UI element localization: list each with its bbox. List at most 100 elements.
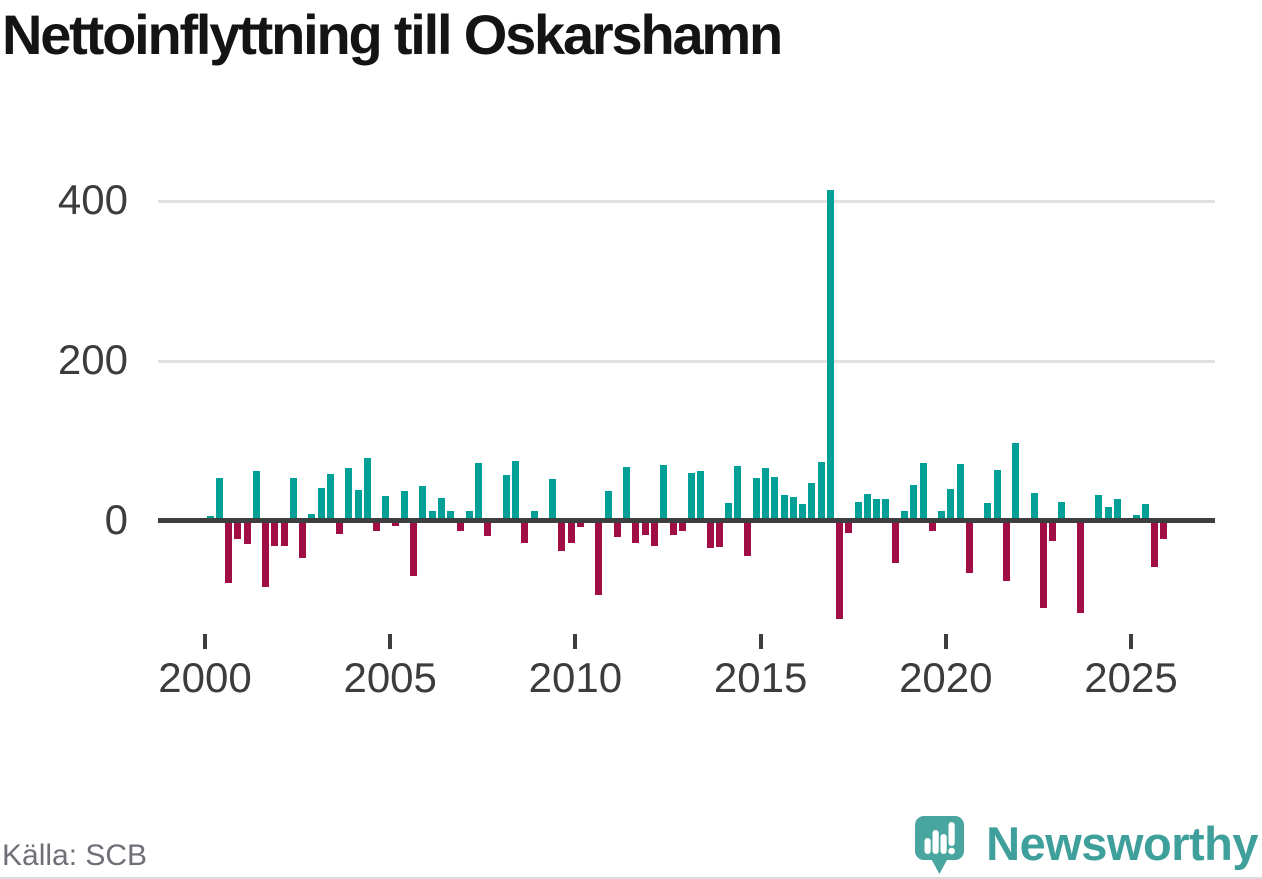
bar-2014Q4: [752, 477, 760, 521]
bar-2018Q1: [873, 499, 881, 521]
bar-2005Q2: [400, 491, 408, 521]
bar-2025Q2: [1141, 504, 1149, 521]
bar-2019Q3: [928, 521, 936, 532]
bar-2021Q4: [1012, 442, 1020, 521]
bar-2005Q1: [391, 521, 399, 526]
bar-2013Q2: [697, 471, 705, 521]
bar-2021Q2: [993, 469, 1001, 521]
bar-2007Q3: [484, 521, 492, 537]
bar-2018Q4: [901, 511, 908, 521]
bar-2000Q4: [234, 521, 242, 539]
bar-2015Q3: [780, 495, 788, 521]
x-axis-tick-2020: [943, 634, 948, 649]
bar-2014Q3: [743, 521, 751, 557]
bar-2002Q2: [289, 477, 297, 521]
bar-2016Q1: [799, 504, 807, 521]
bar-2019Q2: [919, 463, 927, 521]
bar-2012Q2: [660, 465, 668, 521]
bar-2007Q1: [465, 510, 473, 521]
y-axis-label-200: 200: [57, 336, 128, 384]
bar-2017Q3: [854, 501, 862, 521]
bar-2015Q1: [762, 468, 770, 521]
bar-2025Q1: [1132, 514, 1140, 521]
bar-2011Q3: [632, 521, 640, 544]
bar-2008Q3: [521, 521, 529, 543]
x-axis-tick-2000: [203, 634, 207, 649]
x-axis-tick-2005: [388, 634, 393, 649]
bar-2021Q1: [984, 502, 992, 521]
bar-2013Q1: [688, 473, 696, 521]
bar-2003Q3: [336, 521, 344, 534]
bar-2019Q4: [938, 510, 946, 521]
bar-2003Q4: [345, 468, 353, 521]
bar-2009Q3: [558, 521, 566, 551]
bar-2015Q4: [789, 497, 797, 521]
bar-2002Q1: [280, 521, 288, 546]
bar-2022Q2: [1030, 493, 1038, 521]
bar-2008Q2: [512, 461, 520, 521]
bar-2024Q2: [1104, 507, 1112, 521]
y-axis-label-0: 0: [104, 496, 128, 544]
bar-2006Q3: [447, 510, 455, 521]
newsworthy-bubble-chart-icon: [915, 816, 965, 874]
newsworthy-logo[interactable]: Newsworthy: [913, 813, 1258, 879]
zero-axis-line: [158, 518, 1215, 523]
x-axis-tick-2025: [1129, 634, 1133, 649]
source-label: Källa: SCB: [2, 839, 148, 872]
bar-2016Q3: [817, 461, 825, 521]
bar-2017Q4: [863, 493, 871, 521]
bar-2019Q1: [910, 485, 918, 521]
bar-2016Q4: [826, 189, 834, 521]
bar-2025Q3: [1151, 521, 1159, 567]
bar-2001Q3: [262, 521, 270, 587]
bar-2002Q3: [299, 521, 307, 558]
newsworthy-wordmark: Newsworthy: [986, 816, 1258, 870]
bar-2009Q4: [567, 521, 575, 543]
bar-2004Q3: [373, 521, 381, 532]
bar-2010Q4: [604, 490, 612, 521]
bar-2008Q4: [530, 510, 538, 521]
bar-2015Q2: [771, 477, 779, 521]
x-axis-tick-2010: [573, 634, 578, 649]
bar-2006Q1: [428, 510, 436, 521]
bar-2005Q3: [410, 521, 418, 577]
bar-2011Q1: [613, 521, 621, 537]
bar-2017Q2: [845, 521, 853, 533]
bar-2004Q1: [354, 489, 362, 521]
x-axis-label-2020: 2020: [899, 654, 993, 701]
bar-2020Q1: [947, 489, 955, 521]
bar-2021Q3: [1002, 521, 1010, 581]
bar-2025Q4: [1160, 521, 1168, 539]
bar-2014Q1: [725, 503, 733, 521]
x-axis-tick-2015: [758, 634, 763, 649]
bar-2013Q4: [715, 521, 723, 548]
gridline-y400: [158, 200, 1215, 203]
bar-2000Q2: [215, 477, 223, 521]
bar-2012Q1: [650, 521, 658, 546]
bar-2022Q4: [1049, 521, 1057, 541]
bar-2001Q1: [243, 521, 251, 545]
bar-2024Q3: [1113, 498, 1121, 521]
bar-2014Q2: [734, 465, 742, 521]
bar-2020Q3: [965, 521, 973, 573]
bar-2002Q4: [308, 513, 316, 521]
chart-title: Nettoinflyttning till Oskarshamn: [2, 3, 783, 66]
bar-2018Q2: [882, 498, 890, 521]
bar-2005Q4: [419, 485, 427, 521]
bar-2006Q2: [438, 497, 445, 521]
bar-2008Q1: [502, 474, 510, 521]
bar-2004Q4: [382, 496, 390, 521]
x-axis-label-2010: 2010: [528, 654, 623, 701]
x-axis-label-2000: 2000: [158, 654, 252, 701]
bar-2012Q3: [669, 521, 677, 535]
bar-2020Q2: [956, 464, 964, 521]
bar-2024Q1: [1095, 494, 1103, 521]
x-axis-label-2005: 2005: [343, 654, 437, 701]
gridline-y200: [158, 360, 1215, 363]
bar-2012Q4: [678, 521, 686, 531]
bar-2016Q2: [808, 483, 816, 521]
bar-2004Q2: [363, 457, 371, 521]
bar-2003Q1: [317, 488, 325, 521]
bar-2023Q1: [1058, 501, 1066, 521]
bar-2006Q4: [456, 521, 464, 532]
